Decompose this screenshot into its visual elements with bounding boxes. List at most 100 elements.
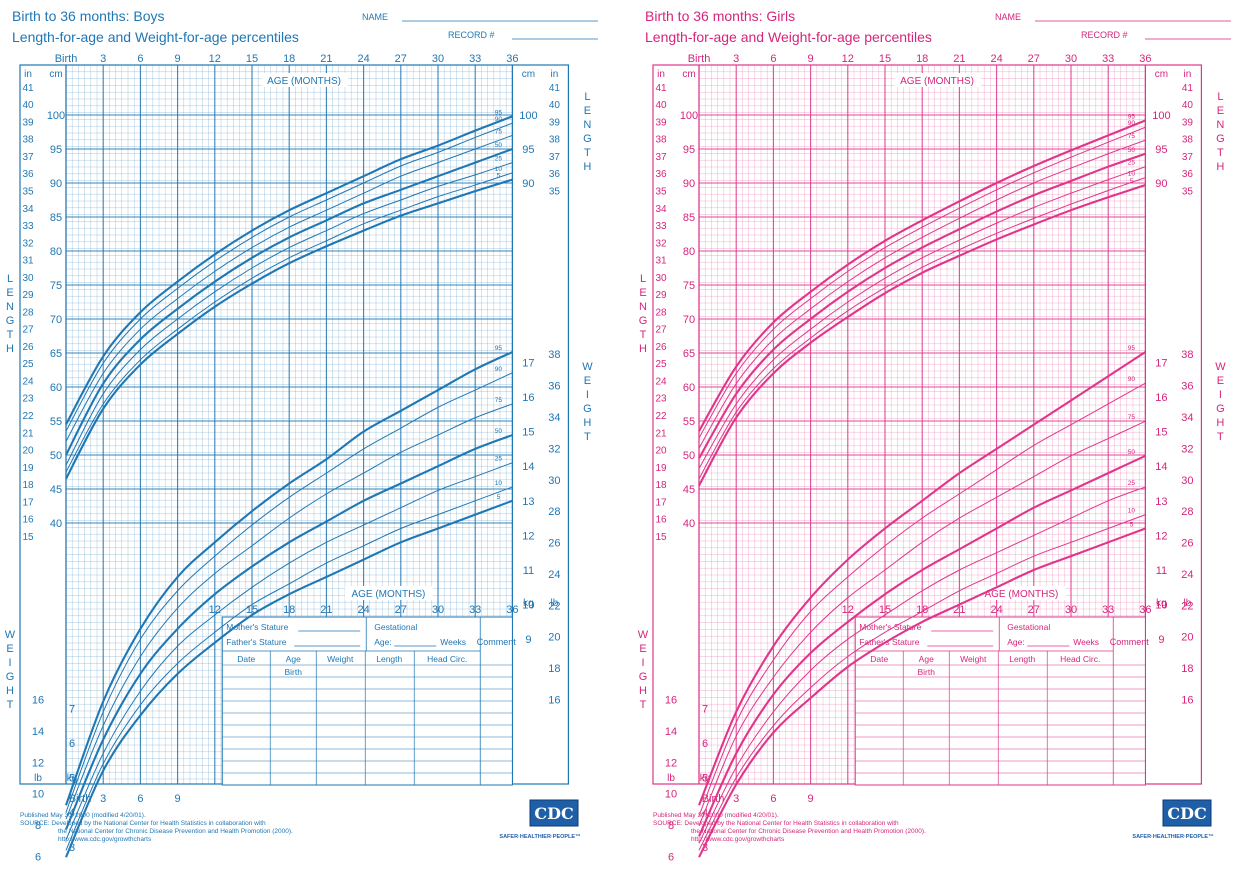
cm-tick-label: 95	[50, 144, 62, 156]
inch-tick-label: 24	[655, 376, 667, 387]
bottom-month-tick: 3	[100, 793, 106, 805]
kg-tick-label-right: 10	[1155, 600, 1167, 612]
comment-label: Comment	[1110, 637, 1150, 647]
length-percentile-label: 25	[495, 156, 503, 163]
weight-percentile-curve-25	[65, 462, 513, 841]
footer-published: Published May 30, 2000 (modified 4/20/01…	[653, 812, 779, 819]
length-percentile-label: 75	[495, 128, 503, 135]
record-form: Mother's Stature Father's Stature Gestatio…	[222, 617, 516, 785]
top-month-tick: 24	[357, 53, 369, 65]
inch-tick-label-right: 41	[1182, 83, 1194, 94]
footer-url: http://www.cdc.gov/growthcharts	[58, 836, 152, 843]
age-months-label-mid: AGE (MONTHS)	[984, 589, 1058, 600]
length-vertical-letter-right: E	[584, 105, 591, 117]
cm-tick-label: 50	[683, 450, 695, 462]
form-column-header: Weight	[327, 654, 354, 664]
chart-title: Birth to 36 months: Boys	[12, 8, 165, 24]
length-percentile-label: 25	[1128, 160, 1136, 167]
cm-tick-label-right: 95	[522, 144, 534, 156]
lb-tick-label-right: 32	[1181, 443, 1193, 455]
inch-tick-label: 29	[22, 290, 34, 301]
inch-tick-label: 27	[655, 325, 667, 336]
length-percentile-curve-75	[698, 139, 1146, 449]
lb-tick-label-right: 18	[548, 663, 560, 675]
length-vertical-letter: L	[640, 273, 646, 285]
mid-month-tick: 12	[842, 604, 854, 616]
form-column-header: Length	[1009, 654, 1035, 664]
top-month-tick: 3	[733, 53, 739, 65]
cdc-logo-text: CDC	[1167, 804, 1206, 823]
weight-vertical-letter-right: T	[584, 431, 591, 443]
top-month-tick: 15	[879, 53, 891, 65]
mid-month-tick: 18	[283, 604, 295, 616]
lb-tick-label-right: 28	[1181, 506, 1193, 518]
weight-vertical-letter-right: I	[1219, 389, 1222, 401]
weight-vertical-letter: I	[8, 657, 11, 669]
weight-percentile-curve-5	[698, 527, 1146, 858]
lb-tick-label-left: 16	[32, 694, 44, 706]
growth-chart-boys: Birth to 36 months: Boys Length-for-age a…	[5, 8, 598, 863]
cm-tick-label: 45	[50, 484, 62, 496]
length-percentile-curve-25	[65, 162, 513, 466]
mid-month-tick: 36	[1139, 604, 1151, 616]
lb-tick-label-right: 30	[548, 475, 560, 487]
cm-tick-label: 75	[683, 280, 695, 292]
inch-tick-label: 39	[22, 117, 34, 128]
weight-percentile-label: 95	[1128, 345, 1136, 352]
length-vertical-letter-right: G	[1216, 133, 1225, 145]
cm-unit-label-right: cm	[522, 69, 535, 80]
footer-source: SOURCE: Developed by the National Center…	[20, 820, 266, 827]
form-column-header: Weight	[960, 654, 987, 664]
kg-unit-label-left: kg	[67, 773, 78, 784]
inch-tick-label-right: 40	[549, 100, 561, 111]
kg-unit-label-left: kg	[700, 773, 711, 784]
weight-percentile-curve-90	[698, 382, 1146, 816]
weight-vertical-letter-right: E	[584, 375, 591, 387]
weight-percentile-label: 75	[1128, 414, 1136, 421]
chart-subtitle: Length-for-age and Weight-for-age percen…	[645, 29, 932, 45]
top-month-tick: Birth	[55, 53, 78, 65]
lb-tick-label-right: 36	[1181, 381, 1193, 393]
footer-url: http://www.cdc.gov/growthcharts	[691, 836, 785, 843]
length-vertical-letter: N	[639, 301, 647, 313]
inch-tick-label-right: 41	[549, 83, 561, 94]
weeks-label: Weeks	[1073, 637, 1099, 647]
bottom-month-tick: 3	[733, 793, 739, 805]
lb-tick-label-right: 30	[1181, 475, 1193, 487]
cm-tick-label: 60	[683, 382, 695, 394]
cm-unit-label: cm	[49, 69, 62, 80]
weight-percentile-label: 10	[1128, 508, 1136, 515]
weight-percentile-label: 50	[1128, 449, 1136, 456]
kg-tick-label-right: 16	[1155, 392, 1167, 404]
father-stature-label: Father's Stature	[226, 637, 286, 647]
weight-vertical-letter: T	[640, 699, 647, 711]
record-label: RECORD #	[1081, 30, 1128, 40]
weight-vertical-letter-right: E	[1217, 375, 1224, 387]
mid-month-tick: 24	[357, 604, 369, 616]
weight-percentile-curve-50	[698, 454, 1146, 837]
kg-tick-label-left: 6	[702, 738, 708, 750]
lb-tick-label-right: 24	[1181, 569, 1193, 581]
length-percentile-label: 90	[495, 116, 503, 123]
length-percentile-label: 50	[1128, 147, 1136, 154]
length-percentile-label: 5	[1130, 178, 1134, 185]
inch-tick-label: 17	[655, 497, 667, 508]
kg-tick-label-left: 5	[69, 773, 75, 785]
chart-title: Birth to 36 months: Girls	[645, 8, 795, 24]
weight-vertical-letter-right: I	[586, 389, 589, 401]
cm-tick-label: 95	[683, 144, 695, 156]
lb-unit-label-left: lb	[667, 773, 675, 784]
inch-tick-label-right: 35	[1182, 186, 1194, 197]
age-months-label-mid: AGE (MONTHS)	[351, 589, 425, 600]
lb-tick-label-right: 36	[548, 381, 560, 393]
inch-tick-label-right: 37	[549, 152, 561, 163]
mid-month-tick: 30	[432, 604, 444, 616]
inch-tick-label: 23	[22, 394, 34, 405]
length-percentile-label: 50	[495, 142, 503, 149]
form-birth-entry: Birth	[917, 667, 935, 677]
name-label: NAME	[995, 12, 1021, 22]
gestational-age-label: Age:	[374, 637, 392, 647]
weight-percentile-label: 5	[1130, 521, 1134, 528]
inch-tick-label: 32	[22, 238, 34, 249]
